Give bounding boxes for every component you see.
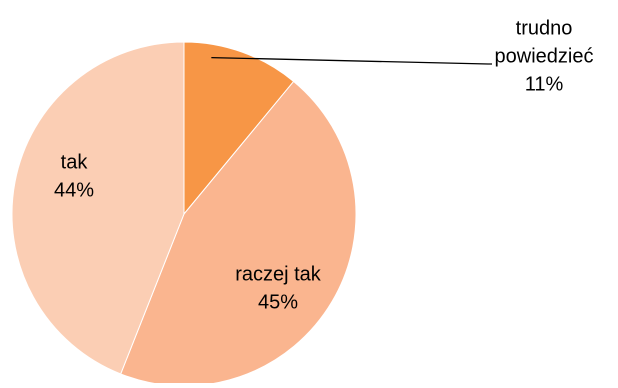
leader-lines bbox=[211, 56, 492, 65]
slice-value-label: 44% bbox=[54, 179, 94, 201]
pie-slice-trudno-powiedzieć bbox=[183, 41, 295, 216]
data-labels: trudno powiedzieć 11% raczej tak 45% tak 44% bbox=[54, 17, 593, 313]
slice-category-label: powiedzieć bbox=[495, 45, 594, 67]
leader-line bbox=[211, 56, 492, 65]
slice-value-label: 45% bbox=[258, 291, 298, 313]
slice-category-label: tak bbox=[61, 151, 89, 173]
slice-category-label: raczej tak bbox=[235, 263, 322, 285]
pie-slices bbox=[11, 41, 357, 387]
slice-category-label: trudno bbox=[516, 17, 573, 39]
slice-value-label: 11% bbox=[525, 73, 564, 95]
pie-slice-tak bbox=[11, 41, 185, 375]
